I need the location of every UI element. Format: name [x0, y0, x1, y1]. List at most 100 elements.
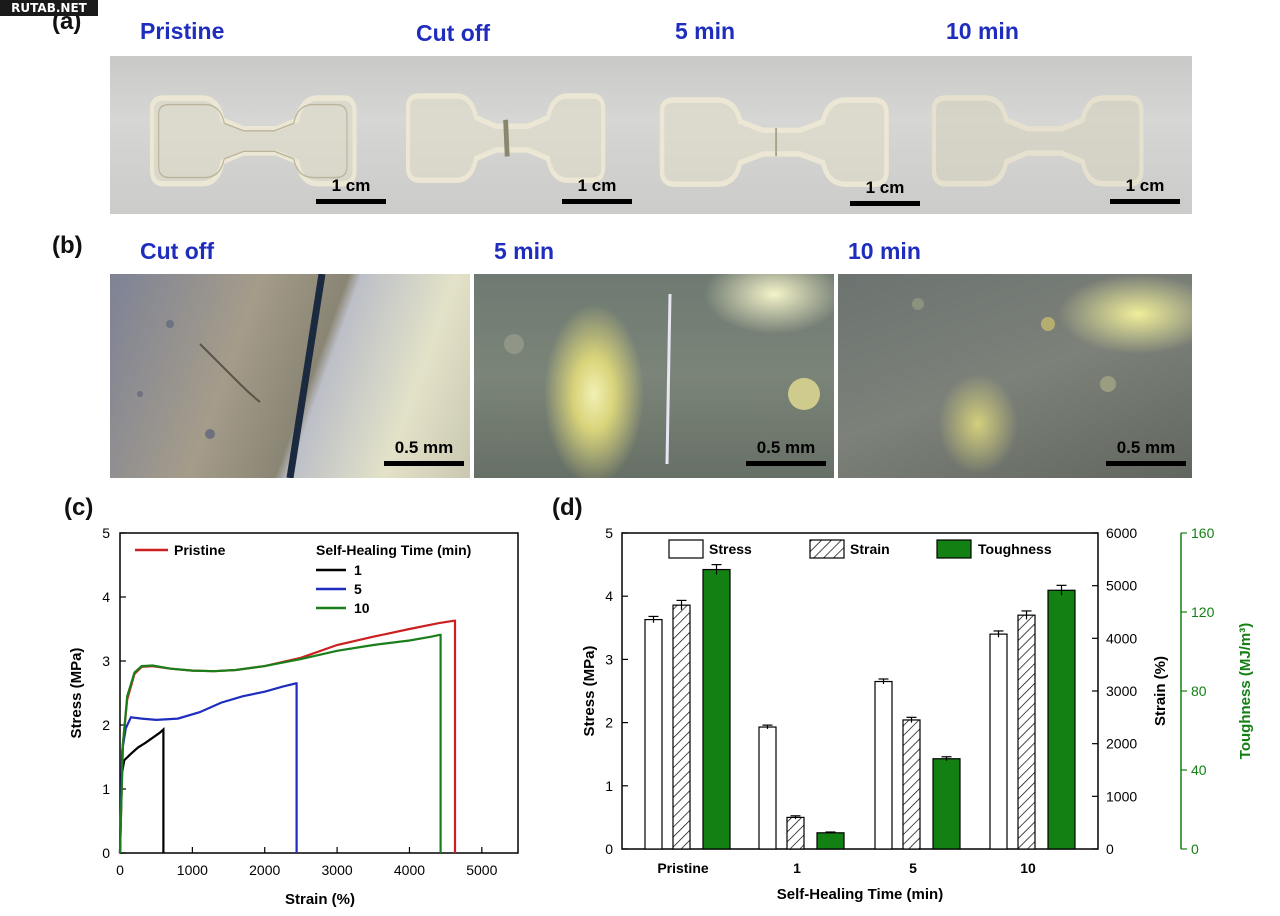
stress-tick-label: 2 — [605, 715, 613, 731]
bar-toughness — [816, 832, 845, 850]
strain-tick-label: 5000 — [1106, 578, 1137, 594]
x-tick-label: 1000 — [177, 862, 208, 878]
specimen-photos — [110, 56, 1192, 214]
specimen-pristine — [152, 98, 355, 184]
scale-label: 1 cm — [577, 176, 617, 195]
y-tick-label: 0 — [102, 845, 110, 861]
panel-b-letter: (b) — [52, 232, 83, 259]
bar-toughness — [702, 568, 731, 850]
healing-bar-chart: 0 1 2 3 4 5 0 1000 2000 3000 4000 5000 6000 0 40 80 120 1… — [581, 525, 1254, 903]
x-tick-label: 2000 — [249, 862, 280, 878]
scale-label: 0.5 mm — [1116, 438, 1176, 457]
stress-tick-label: 3 — [605, 651, 613, 667]
x-axis-label: Strain (%) — [285, 891, 355, 908]
category-label: 10 — [1020, 860, 1036, 876]
panel-a-label-5min: 5 min — [675, 18, 736, 44]
strain-tick-label: 3000 — [1106, 683, 1137, 699]
panel-b-label-5min: 5 min — [494, 238, 555, 264]
panel-a-label-10min: 10 min — [946, 18, 1019, 44]
micrograph-cut-off: 0.5 mm — [110, 274, 470, 478]
legend-item-label: 1 — [354, 562, 362, 578]
micrograph-10min: 0.5 mm — [838, 274, 1192, 478]
strain-tick-label: 6000 — [1106, 525, 1137, 541]
panel-a-label-pristine: Pristine — [140, 18, 225, 44]
micrograph-10min-features — [912, 298, 1116, 392]
legend: Stress Strain Toughness — [668, 539, 1052, 559]
toughness-tick-label: 160 — [1191, 525, 1215, 541]
strain-axis-label: Strain (%) — [1152, 656, 1169, 726]
micrograph-5min: 0.5 mm — [474, 274, 834, 478]
specimen-photo-strip: 1 cm 1 cm 1 cm 1 cm — [110, 56, 1192, 214]
legend: Pristine Self-Healing Time (min) 1 5 10 — [135, 542, 471, 616]
scale-bar-pristine: 1 cm — [316, 172, 386, 204]
stress-axis-label: Stress (MPa) — [581, 646, 598, 737]
curve-10 — [118, 633, 442, 854]
category-label: Pristine — [657, 860, 709, 876]
scale-label: 0.5 mm — [756, 438, 816, 457]
bar-strain — [902, 719, 921, 850]
scale-label: 1 cm — [1125, 176, 1165, 195]
bar-strain — [672, 604, 691, 850]
bar-strain — [1017, 614, 1036, 850]
scale-bar-micro-cut-off: 0.5 mm — [384, 434, 464, 466]
panel-c-letter: (c) — [64, 494, 94, 521]
bar-stress — [758, 726, 777, 850]
strain-tick-label: 4000 — [1106, 630, 1137, 646]
x-tick-label: 4000 — [394, 862, 425, 878]
x-tick-label: 3000 — [322, 862, 353, 878]
curve-pristine — [118, 619, 457, 854]
stress-tick-label: 4 — [605, 588, 613, 604]
stress-tick-label: 0 — [605, 841, 613, 857]
panel-d-letter: (d) — [552, 494, 583, 521]
strain-tick-label: 1000 — [1106, 788, 1137, 804]
bar-toughness — [1047, 589, 1076, 850]
scale-bar-micro-10min: 0.5 mm — [1106, 434, 1186, 466]
curve-1 — [118, 727, 165, 854]
legend-title: Self-Healing Time (min) — [316, 542, 471, 558]
toughness-tick-label: 0 — [1191, 841, 1199, 857]
x-axis-label: Self-Healing Time (min) — [777, 886, 943, 903]
micrograph-cut-off-features — [137, 274, 326, 478]
x-tick-label: 5000 — [466, 862, 497, 878]
y-tick-label: 5 — [102, 525, 110, 541]
bar-toughness — [932, 758, 961, 850]
legend-stress-swatch — [668, 539, 704, 559]
specimen-5min — [662, 100, 886, 184]
bar-stress — [644, 618, 663, 850]
y-tick-label: 1 — [102, 781, 110, 797]
axis-ticks: 0 1 2 3 4 5 0 1000 2000 3000 4000 5000 6000 0 40 80 120 1… — [605, 525, 1214, 857]
scale-bar-10min: 1 cm — [1110, 172, 1180, 204]
legend-item-label: 10 — [354, 600, 370, 616]
strain-tick-label: 2000 — [1106, 736, 1137, 752]
stress-tick-label: 5 — [605, 525, 613, 541]
y-tick-label: 2 — [102, 717, 110, 733]
specimen-10min — [934, 98, 1141, 184]
x-tick-label: 0 — [116, 862, 124, 878]
scale-label: 0.5 mm — [394, 438, 454, 457]
plot-frame — [119, 532, 519, 854]
toughness-tick-label: 40 — [1191, 762, 1207, 778]
toughness-axis-label: Toughness (MJ/m³) — [1237, 623, 1254, 759]
legend-strain-swatch — [809, 539, 845, 559]
bar-stress — [874, 680, 893, 850]
category-label: 5 — [909, 860, 917, 876]
scale-bar-micro-5min: 0.5 mm — [746, 434, 826, 466]
stress-tick-label: 1 — [605, 778, 613, 794]
axis-ticks: 0 1000 2000 3000 4000 5000 0 1 2 3 4 5 — [102, 525, 497, 878]
specimen-cut-off — [408, 96, 603, 180]
legend-pristine-label: Pristine — [174, 542, 226, 558]
curves — [118, 619, 457, 854]
micrograph-5min-features — [504, 293, 820, 465]
panel-a-label-cut-off: Cut off — [416, 20, 491, 46]
strain-tick-label: 0 — [1106, 841, 1114, 857]
toughness-tick-label: 120 — [1191, 604, 1215, 620]
legend-strain-label: Strain — [850, 541, 890, 557]
panel-b-label-10min: 10 min — [848, 238, 921, 264]
y-axis-label: Stress (MPa) — [68, 648, 85, 739]
legend-item-label: 5 — [354, 581, 362, 597]
scale-bar-cut-off: 1 cm — [562, 172, 632, 204]
y-tick-label: 3 — [102, 653, 110, 669]
bar-strain — [786, 816, 805, 850]
scale-bar-5min: 1 cm — [850, 174, 920, 206]
curve-5 — [118, 682, 298, 854]
